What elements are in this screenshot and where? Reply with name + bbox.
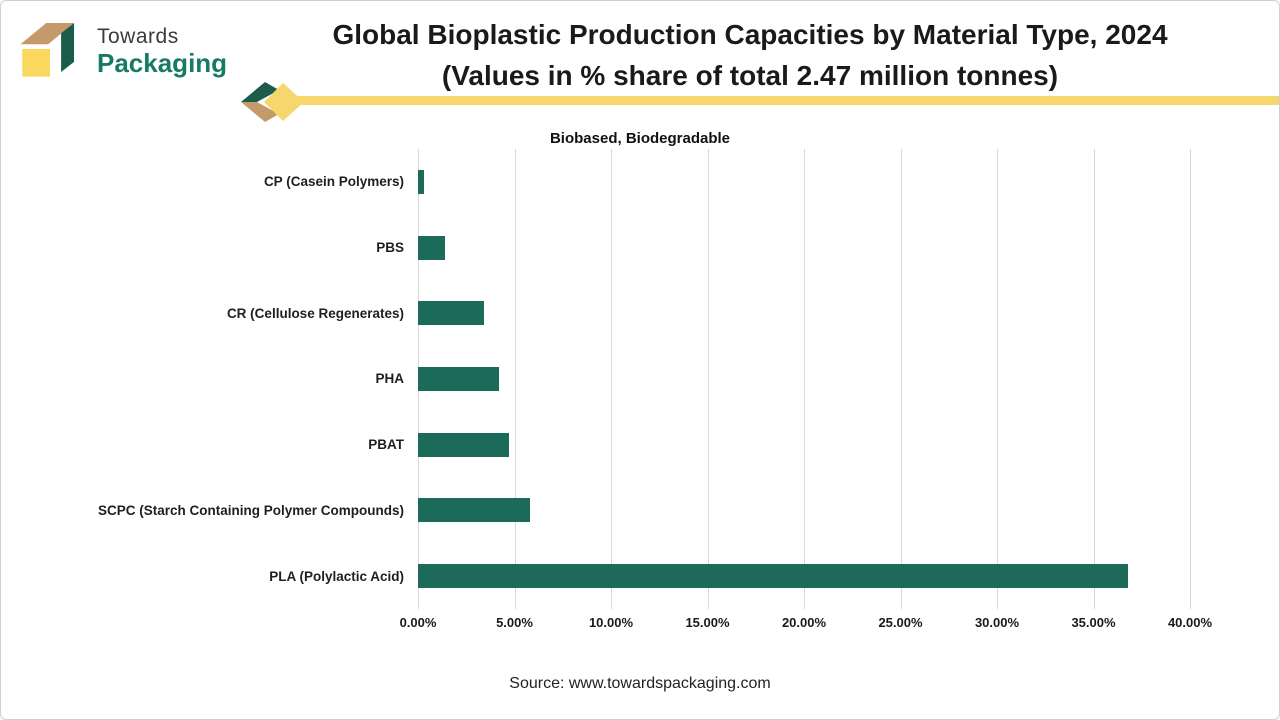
chart-row: PBS xyxy=(1,215,1279,281)
category-label: PLA (Polylactic Acid) xyxy=(269,568,404,584)
category-label: CR (Cellulose Regenerates) xyxy=(226,305,404,321)
x-tick-label: 0.00% xyxy=(399,615,437,630)
x-tick-label: 5.00% xyxy=(496,615,533,630)
logo-towards: Towards xyxy=(97,25,179,48)
chart-row: PHA xyxy=(1,346,1279,412)
bar-track xyxy=(418,564,1190,589)
x-axis-ticks: 0.00% 5.00% 10.00% 15.00% 20.00% 25.00% 30.00%… xyxy=(400,615,1212,639)
x-tick-label: 20.00% xyxy=(781,615,827,630)
bar xyxy=(418,301,484,326)
x-tick-label: 30.00% xyxy=(974,615,1020,630)
bar xyxy=(418,169,424,194)
gridline xyxy=(900,149,902,609)
bar xyxy=(418,366,500,391)
logo-packaging: Packaging xyxy=(97,48,228,78)
bar-track xyxy=(418,432,1190,457)
bar-track xyxy=(418,498,1190,523)
x-tick-label: 25.00% xyxy=(878,615,923,630)
x-tick-label: 40.00% xyxy=(1167,615,1213,630)
chart-row: PBAT xyxy=(1,412,1279,478)
category-label: PBAT xyxy=(368,437,404,453)
towards-packaging-logo: Towards Packaging xyxy=(13,11,227,85)
bar-track xyxy=(418,235,1190,260)
bar xyxy=(418,235,446,260)
chart-row: CR (Cellulose Regenerates) xyxy=(1,280,1279,346)
logo-box-icon xyxy=(20,23,75,77)
bar-track xyxy=(418,301,1190,326)
gridline xyxy=(997,149,998,609)
x-tick-label: 15.00% xyxy=(685,615,730,630)
title-line-1: Global Bioplastic Production Capacities … xyxy=(332,19,1168,50)
chart-subtitle: Biobased, Biodegradable xyxy=(549,130,731,147)
bar xyxy=(418,564,1129,589)
gridline xyxy=(1190,149,1191,609)
category-label: SCPC (Starch Containing Polymer Compound… xyxy=(97,502,404,518)
bar-track xyxy=(418,169,1190,194)
gridline xyxy=(611,149,612,609)
chart-row: SCPC (Starch Containing Polymer Compound… xyxy=(1,478,1279,544)
chart-row: CP (Casein Polymers) xyxy=(1,149,1279,215)
chart-rows: CP (Casein Polymers) PBS CR (Cellulose Reg… xyxy=(1,149,1279,609)
divider-arrow-icon xyxy=(241,82,304,122)
bar-track xyxy=(418,366,1190,391)
gridline xyxy=(514,149,516,609)
category-label: PHA xyxy=(375,371,404,387)
source-text: Source: www.towardspackaging.com xyxy=(509,675,771,692)
gridline xyxy=(1093,149,1095,609)
logo-text: Towards Packaging xyxy=(97,19,227,77)
chart-row: PLA (Polylactic Acid) xyxy=(1,543,1279,609)
divider-line xyxy=(297,96,1279,105)
bar xyxy=(418,498,530,523)
category-label: PBS xyxy=(376,240,404,256)
x-tick-label: 10.00% xyxy=(588,615,634,630)
bar xyxy=(418,432,509,457)
category-label: CP (Casein Polymers) xyxy=(263,174,404,190)
gridline xyxy=(804,149,805,609)
bar-chart: CP (Casein Polymers) PBS CR (Cellulose Reg… xyxy=(1,149,1279,630)
gridline xyxy=(707,149,709,609)
x-tick-label: 35.00% xyxy=(1071,615,1116,630)
title-line-2: (Values in % share of total 2.47 million… xyxy=(441,60,1059,91)
page-title: Global Bioplastic Production Capacities … xyxy=(241,14,1259,96)
